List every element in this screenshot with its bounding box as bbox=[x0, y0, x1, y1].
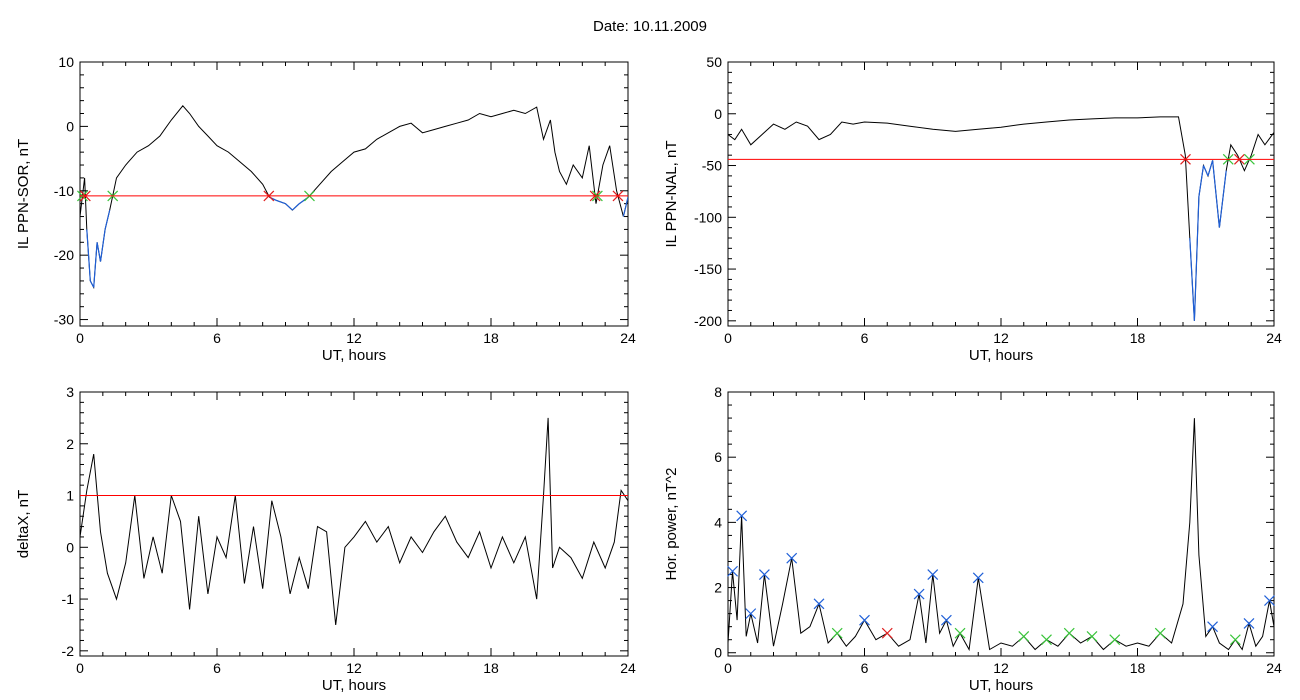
peak-marker bbox=[813, 598, 825, 610]
y-tick-label: -1 bbox=[62, 591, 75, 607]
y-axis-label: deltaX, nT bbox=[15, 490, 32, 558]
y-tick-label: 0 bbox=[66, 539, 74, 555]
x-tick-label: 0 bbox=[76, 330, 84, 346]
below-threshold-segment bbox=[1189, 160, 1227, 321]
peak-marker bbox=[758, 569, 770, 580]
data-line bbox=[80, 105, 628, 290]
x-tick-label: 24 bbox=[1266, 660, 1282, 676]
x-tick-label: 12 bbox=[993, 660, 1009, 676]
y-tick-label: 50 bbox=[706, 54, 722, 70]
minor-peak-marker bbox=[1229, 634, 1241, 646]
peak-marker bbox=[940, 614, 952, 626]
minor-peak-marker bbox=[1063, 627, 1075, 639]
below-threshold-segment bbox=[86, 196, 628, 288]
minor-peak-marker bbox=[1154, 627, 1166, 639]
y-axis-label: Hor. power, nT^2 bbox=[663, 468, 680, 581]
y-axis-label: IL PPN-SOR, nT bbox=[15, 139, 32, 249]
y-tick-label: 2 bbox=[714, 580, 722, 596]
y-tick-label: 0 bbox=[66, 118, 74, 134]
y-tick-label: 6 bbox=[714, 449, 722, 465]
peak-marker bbox=[1243, 617, 1255, 629]
y-tick-label: -20 bbox=[54, 247, 74, 263]
y-tick-label: -200 bbox=[694, 313, 722, 329]
figure-title: Date: 10.11.2009 bbox=[593, 18, 707, 35]
y-tick-label: -150 bbox=[694, 261, 722, 277]
x-tick-label: 18 bbox=[1130, 330, 1146, 346]
peak-marker bbox=[859, 614, 870, 626]
x-axis-label: UT, hours bbox=[969, 677, 1033, 694]
y-tick-label: -2 bbox=[62, 643, 75, 659]
peak-marker bbox=[972, 572, 984, 584]
peak-marker bbox=[745, 608, 757, 620]
x-axis-label: UT, hours bbox=[322, 347, 386, 364]
minor-peak-marker bbox=[881, 627, 893, 639]
y-tick-label: 10 bbox=[58, 54, 74, 70]
y-tick-label: 1 bbox=[66, 488, 74, 504]
x-tick-label: 12 bbox=[993, 330, 1009, 346]
minor-peak-marker bbox=[954, 627, 966, 639]
data-line bbox=[728, 418, 1274, 652]
y-tick-label: -100 bbox=[694, 209, 722, 225]
x-tick-label: 0 bbox=[76, 660, 84, 676]
x-tick-label: 12 bbox=[346, 660, 362, 676]
panel-1: 0 6 12 18 24 -30 -20 -10 0 10 UT, hours IL PPN-SOR,… bbox=[15, 54, 636, 364]
peak-marker bbox=[736, 510, 748, 522]
y-tick-label: 8 bbox=[714, 384, 722, 400]
peak-marker bbox=[927, 569, 939, 580]
x-tick-label: 24 bbox=[1266, 330, 1282, 346]
peak-marker bbox=[1264, 595, 1275, 607]
x-axis-label: UT, hours bbox=[969, 347, 1033, 364]
x-tick-label: 0 bbox=[724, 330, 732, 346]
x-tick-label: 18 bbox=[1130, 660, 1146, 676]
minor-peak-marker bbox=[1041, 634, 1052, 646]
plot-frame bbox=[79, 61, 629, 327]
y-tick-label: 3 bbox=[66, 384, 74, 400]
minor-peak-marker bbox=[1018, 631, 1030, 642]
peak-marker bbox=[1207, 621, 1218, 633]
minor-peak-marker bbox=[1086, 631, 1098, 642]
y-tick-label: 2 bbox=[66, 436, 74, 452]
y-tick-label: -30 bbox=[54, 312, 74, 328]
plot-frame bbox=[727, 391, 1275, 657]
minor-peak-marker bbox=[831, 627, 843, 639]
minor-peak-marker bbox=[1109, 634, 1121, 646]
x-tick-label: 0 bbox=[724, 660, 732, 676]
x-tick-label: 24 bbox=[620, 660, 636, 676]
y-tick-label: 4 bbox=[714, 514, 722, 530]
plot-frame bbox=[79, 391, 629, 657]
y-tick-label: -10 bbox=[54, 183, 74, 199]
y-tick-label: -50 bbox=[702, 158, 722, 174]
peak-marker bbox=[786, 552, 798, 564]
peak-marker bbox=[913, 588, 925, 600]
y-tick-label: 0 bbox=[714, 645, 722, 661]
x-tick-label: 6 bbox=[213, 330, 221, 346]
x-tick-label: 6 bbox=[861, 330, 869, 346]
x-tick-label: 18 bbox=[483, 660, 499, 676]
x-tick-label: 18 bbox=[483, 330, 499, 346]
panel-2: 0 6 12 18 24 -200 -150 -100 -50 0 50 UT, hours IL PP… bbox=[663, 54, 1282, 364]
x-tick-label: 24 bbox=[620, 330, 636, 346]
x-tick-label: 6 bbox=[213, 660, 221, 676]
data-line bbox=[80, 417, 628, 625]
x-tick-label: 6 bbox=[861, 660, 869, 676]
x-axis-label: UT, hours bbox=[322, 677, 386, 694]
x-tick-label: 12 bbox=[346, 330, 362, 346]
y-tick-label: 0 bbox=[714, 106, 722, 122]
y-axis-label: IL PPN-NAL, nT bbox=[663, 141, 680, 248]
peak-marker bbox=[727, 565, 738, 577]
